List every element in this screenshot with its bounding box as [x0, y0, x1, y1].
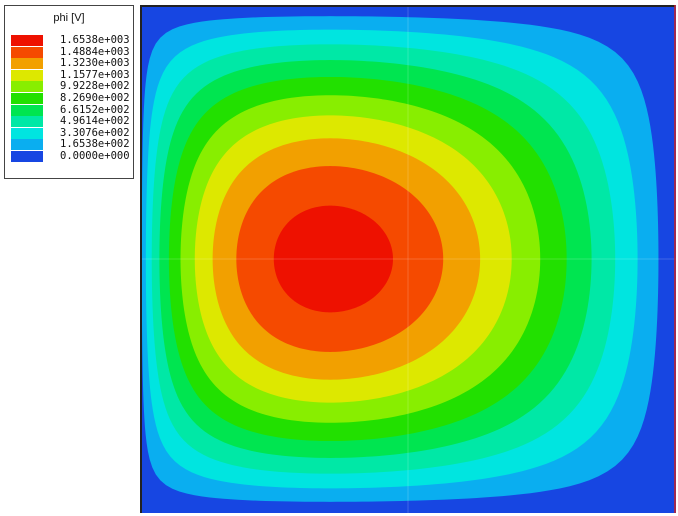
contour-plot-area [140, 5, 676, 513]
legend-swatch [11, 139, 43, 151]
legend-swatch [11, 116, 43, 128]
legend-label: 3.3076e+002 [60, 126, 130, 139]
legend-swatch [11, 81, 43, 93]
legend-swatch [11, 93, 43, 104]
legend-label: 1.6538e+003 [60, 34, 130, 46]
legend-entry: 3.3076e+002 [11, 126, 131, 139]
legend-label: 1.4884e+003 [60, 45, 130, 58]
plot-frame [140, 5, 675, 513]
contour-plot [140, 5, 676, 513]
legend-swatch [11, 46, 43, 58]
contour-band-10 [273, 205, 393, 313]
legend-swatch [11, 58, 43, 70]
legend-swatch [11, 35, 43, 46]
legend-entry: 8.2690e+002 [11, 92, 131, 104]
legend-swatch [11, 104, 43, 116]
legend-entry: 1.4884e+003 [11, 45, 131, 58]
legend-label: 1.6538e+002 [60, 138, 130, 151]
legend-label: 1.3230e+003 [60, 57, 130, 70]
legend-swatch [11, 69, 43, 81]
legend-label: 0.0000e+000 [60, 150, 130, 162]
legend-label: 8.2690e+002 [60, 92, 130, 104]
legend-entry: 1.1577e+003 [11, 68, 131, 81]
color-legend: phi [V] 1.6538e+003 1.4884e+003 1.3230e+00… [4, 5, 134, 179]
legend-label: 9.9228e+002 [60, 80, 130, 93]
legend-title: phi [V] [5, 12, 133, 24]
legend-unit: [V] [71, 12, 85, 24]
legend-entry: 9.9228e+002 [11, 80, 131, 93]
legend-label: 4.9614e+002 [60, 115, 130, 128]
legend-entry: 4.9614e+002 [11, 115, 131, 128]
legend-swatch [11, 151, 43, 162]
legend-entry: 1.6538e+002 [11, 138, 131, 151]
legend-entry: 0.0000e+000 [11, 150, 131, 162]
legend-entry: 6.6152e+002 [11, 103, 131, 116]
legend-label: 1.1577e+003 [60, 68, 130, 81]
legend-entry: 1.3230e+003 [11, 57, 131, 70]
legend-label: 6.6152e+002 [60, 103, 130, 116]
legend-quantity: phi [53, 12, 69, 24]
legend-swatch [11, 127, 43, 139]
legend-entry: 1.6538e+003 [11, 34, 131, 46]
